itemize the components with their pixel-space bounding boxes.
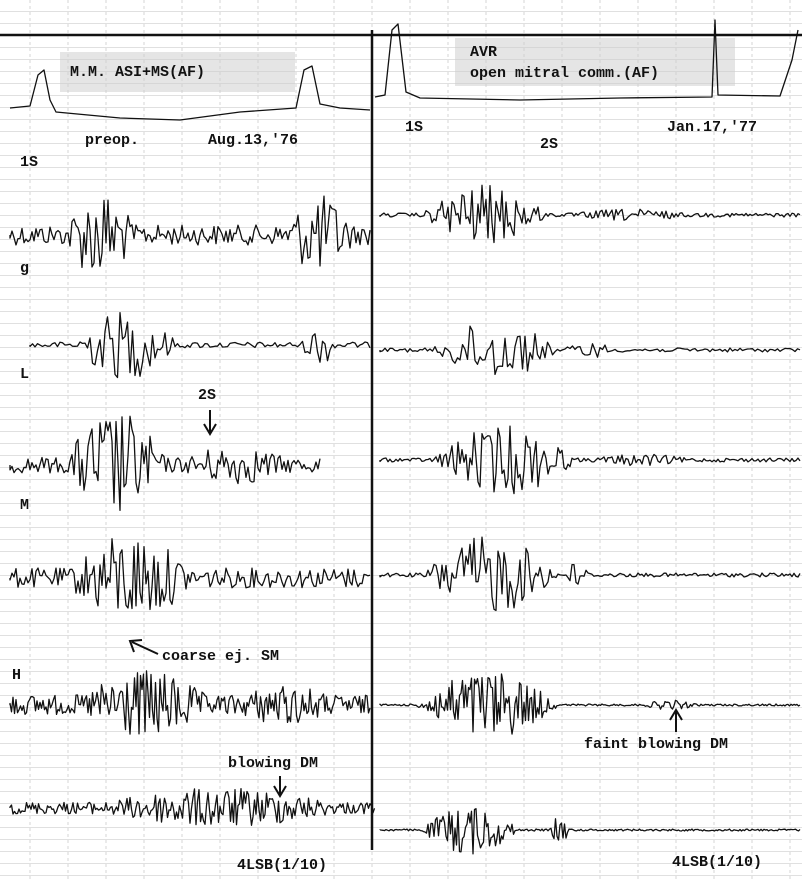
panel-date: Aug.13,'76 (208, 132, 298, 149)
site-label: 4LSB(1/10) (672, 854, 762, 871)
annotation: faint blowing DM (584, 736, 728, 753)
annotation: blowing DM (228, 755, 318, 772)
trace-label: M (20, 497, 29, 514)
trace-label: g (20, 260, 29, 277)
sound-label: 1S (405, 119, 423, 136)
sound-label: 1S (20, 154, 38, 171)
panel-status: preop. (85, 132, 139, 149)
panel-subtitle: open mitral comm.(AF) (470, 65, 659, 82)
trace-label: L (20, 366, 29, 383)
panel-date: Jan.17,'77 (667, 119, 757, 136)
trace-label: H (12, 667, 21, 684)
phonocardiogram-figure: M.M. ASI+MS(AF) preop. Aug.13,'76 1S g L… (0, 0, 802, 882)
panel-title: M.M. ASI+MS(AF) (70, 64, 205, 81)
annotation: coarse ej. SM (162, 648, 279, 665)
sound-label: 2S (540, 136, 558, 153)
sound-label: 2S (198, 387, 216, 404)
panel-title: AVR (470, 44, 497, 61)
site-label: 4LSB(1/10) (237, 857, 327, 874)
